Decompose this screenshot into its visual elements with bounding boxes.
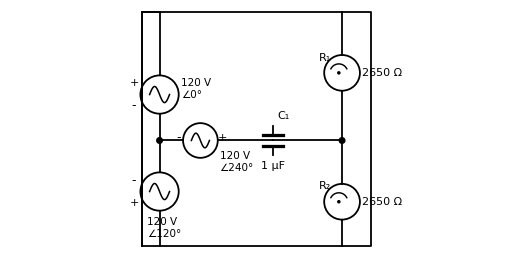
Circle shape <box>338 72 340 74</box>
Text: C₁: C₁ <box>277 111 290 121</box>
Text: -: - <box>176 131 181 144</box>
Text: -: - <box>132 174 136 187</box>
Text: +: + <box>217 133 227 143</box>
Circle shape <box>339 138 345 143</box>
Text: +: + <box>130 78 139 88</box>
Text: R₂: R₂ <box>319 181 331 191</box>
Circle shape <box>338 201 340 203</box>
Text: 1 μF: 1 μF <box>261 161 285 171</box>
Text: 120 V
∠120°: 120 V ∠120° <box>147 217 181 239</box>
Text: -: - <box>132 100 136 112</box>
Text: +: + <box>130 198 139 208</box>
Text: 120 V
∠0°: 120 V ∠0° <box>181 78 211 100</box>
Text: 2650 Ω: 2650 Ω <box>363 197 403 207</box>
Text: R₁: R₁ <box>319 53 331 62</box>
Text: 2650 Ω: 2650 Ω <box>363 68 403 78</box>
Text: 120 V
∠240°: 120 V ∠240° <box>219 151 254 173</box>
Circle shape <box>157 138 163 143</box>
